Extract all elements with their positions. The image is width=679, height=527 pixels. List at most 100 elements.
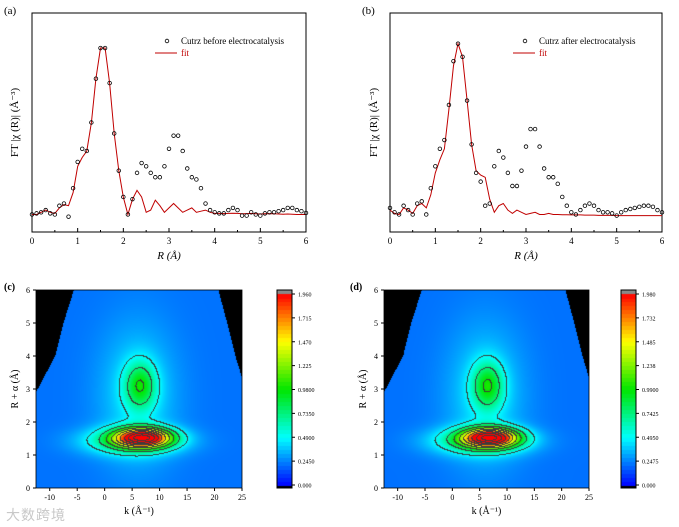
y-tick-label: 6 xyxy=(374,286,378,295)
legend-label-fit: fit xyxy=(181,48,189,58)
x-tick-label: 15 xyxy=(530,493,538,502)
data-point xyxy=(492,164,497,169)
data-point xyxy=(405,207,411,213)
colorbar-tick-label: 1.225 xyxy=(298,364,312,370)
data-point xyxy=(501,155,506,160)
data-point xyxy=(171,133,176,138)
data-point xyxy=(632,205,637,211)
data-point xyxy=(473,170,479,176)
wavelet-heatmap xyxy=(384,290,589,488)
data-point xyxy=(226,207,231,213)
legend-marker-data xyxy=(164,38,170,44)
x-axis-label: R (Å) xyxy=(513,250,538,262)
plot-frame xyxy=(389,12,663,233)
y-axis-label: R + α (Å) xyxy=(9,370,21,409)
data-point xyxy=(523,144,529,149)
data-point xyxy=(203,201,208,206)
x-tick-label: 5 xyxy=(478,493,482,502)
data-point xyxy=(75,159,80,165)
data-point xyxy=(80,146,85,151)
y-tick-label: 4 xyxy=(374,352,378,361)
fit-line xyxy=(32,47,306,217)
data-point xyxy=(605,210,610,215)
data-point xyxy=(303,210,309,216)
colorbar-tick-label: 0.9800 xyxy=(298,388,315,394)
data-point xyxy=(116,168,121,173)
x-tick-label: 5 xyxy=(258,236,263,246)
data-point xyxy=(415,201,420,206)
data-point xyxy=(510,183,515,189)
x-tick-label: 3 xyxy=(524,236,529,246)
data-point xyxy=(175,133,181,138)
data-point xyxy=(541,166,547,171)
x-tick-label: 10 xyxy=(156,493,164,502)
data-point xyxy=(48,211,53,216)
data-point xyxy=(280,207,286,213)
colorbar-tick-label: 0.4950 xyxy=(642,436,659,442)
data-point xyxy=(185,166,190,171)
y-tick-label: 5 xyxy=(26,319,30,328)
data-point xyxy=(410,212,415,217)
data-point xyxy=(619,210,624,215)
data-point xyxy=(57,203,62,208)
data-point xyxy=(419,199,424,204)
data-point xyxy=(84,148,89,154)
x-tick-label: 1 xyxy=(75,236,80,246)
colorbar-tick-label: 0.9900 xyxy=(642,388,659,394)
x-tick-label: 0 xyxy=(103,493,107,502)
data-point xyxy=(212,210,217,215)
data-point xyxy=(253,212,258,217)
colorbar-tick-label: 0.2450 xyxy=(298,460,315,466)
data-point xyxy=(496,148,501,154)
colorbar-tick-label: 1.732 xyxy=(642,316,656,322)
x-tick-label: 25 xyxy=(238,493,246,502)
data-point xyxy=(139,160,144,166)
data-point xyxy=(650,204,656,210)
data-point xyxy=(61,201,67,206)
data-point xyxy=(446,102,452,108)
y-tick-label: 6 xyxy=(26,286,30,295)
y-tick-label: 0 xyxy=(374,484,378,493)
data-point xyxy=(66,214,71,219)
data-point xyxy=(52,212,58,217)
data-point xyxy=(276,208,281,214)
x-tick-label: -5 xyxy=(422,493,429,502)
colorbar-tick-label: 1.470 xyxy=(298,340,312,346)
fit-line xyxy=(389,41,662,217)
legend-marker-data xyxy=(522,38,528,44)
colorbar xyxy=(621,290,636,488)
x-tick-label: 1 xyxy=(433,236,438,246)
data-point xyxy=(166,146,172,151)
y-axis-label: R + α (Å) xyxy=(357,370,369,409)
data-point xyxy=(460,54,465,59)
x-tick-label: 0 xyxy=(388,236,393,246)
data-point xyxy=(659,210,665,215)
data-point xyxy=(392,210,397,215)
data-point xyxy=(221,211,226,216)
colorbar-tick-label: 0.7425 xyxy=(642,412,659,418)
data-point xyxy=(401,203,406,208)
data-point xyxy=(107,80,112,86)
data-point xyxy=(442,137,447,143)
data-point xyxy=(189,175,195,180)
data-point xyxy=(600,210,606,215)
data-point xyxy=(569,210,574,215)
y-tick-label: 1 xyxy=(26,451,30,460)
data-point xyxy=(244,213,249,218)
data-point xyxy=(194,177,199,182)
x-tick-label: 15 xyxy=(183,493,191,502)
x-tick-label: -5 xyxy=(74,493,81,502)
data-point xyxy=(623,207,628,213)
data-point xyxy=(294,207,300,213)
data-point xyxy=(537,144,542,149)
panel-label: (a) xyxy=(4,5,17,17)
legend-label-data: Cutrz after electrocatalysis xyxy=(539,36,636,46)
x-tick-label: 2 xyxy=(478,236,483,246)
data-point xyxy=(487,201,492,206)
watermark-text: 大数跨境 xyxy=(6,508,66,524)
data-point xyxy=(290,205,295,211)
x-tick-label: 10 xyxy=(503,493,511,502)
data-point xyxy=(578,207,583,213)
data-point xyxy=(153,175,158,180)
x-tick-label: 6 xyxy=(304,236,309,246)
